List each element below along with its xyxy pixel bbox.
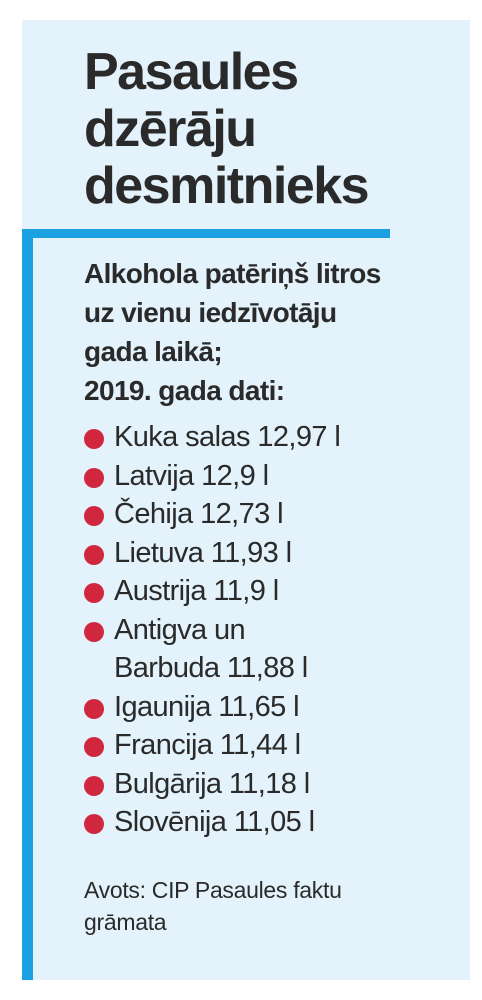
list-item-text: Antigva un: [114, 613, 246, 646]
list-item-text: Bulgārija 11,18 l: [114, 767, 310, 800]
accent-bar-vertical: [22, 229, 33, 980]
list-item: Lietuva 11,93 l: [84, 534, 340, 573]
list-item: Kuka salas 12,97 l: [84, 418, 341, 457]
list-item: Igaunija 11,65 l: [84, 688, 340, 727]
subtitle: Alkohola patēriņš litros uz vienu iedzīv…: [84, 254, 381, 410]
headline: Pasaules dzērāju desmitnieks: [84, 43, 370, 215]
source-line-1: Avots: CIP Pasaules faktu: [84, 877, 342, 903]
list-item-text: Slovēnija 11,05 l: [114, 806, 315, 838]
list-item: Francija 11,44 l: [84, 726, 340, 765]
list-item: Čehija 12,73 l: [84, 495, 340, 534]
bullet-dot-icon: [84, 544, 104, 565]
list-item: Bulgārija 11,18 l: [84, 765, 340, 804]
subtitle-line-2: uz vienu iedzīvotāju: [84, 297, 337, 328]
headline-line-1: Pasaules: [84, 43, 299, 101]
bullet-dot-icon: [84, 429, 104, 449]
source-note: Avots: CIP Pasaules faktu grāmata: [84, 874, 342, 938]
list-item: Austrija 11,9 l: [84, 572, 340, 611]
list-item: Antigva un Barbuda 11,88 l: [84, 611, 340, 688]
list-item: Latvija 12,9 l: [84, 457, 340, 496]
ranking-list: Kuka salas 12,97 l Latvija 12,9 l Čehija…: [84, 418, 341, 842]
bullet-dot-icon: [84, 506, 104, 526]
headline-line-2: dzērāju: [84, 100, 257, 158]
bullet-dot-icon: [84, 814, 104, 834]
list-item-text: Kuka salas 12,97 l: [114, 421, 341, 453]
bullet-dot-icon: [84, 775, 104, 796]
bullet-dot-icon: [84, 698, 104, 719]
bullet-dot-icon: [84, 621, 104, 642]
list-item-text: Francija 11,44 l: [114, 729, 301, 761]
list-item-text: Lietuva 11,93 l: [114, 536, 292, 569]
list-item-text-continued: Barbuda 11,88 l: [114, 652, 308, 684]
headline-line-3: desmitnieks: [84, 157, 370, 215]
list-item: Slovēnija 11,05 l: [84, 803, 340, 842]
bullet-dot-icon: [84, 467, 104, 488]
bullet-dot-icon: [84, 737, 104, 757]
list-item-text: Igaunija 11,65 l: [114, 690, 300, 723]
bullet-dot-icon: [84, 583, 104, 603]
list-item-text: Latvija 12,9 l: [114, 459, 269, 492]
list-item-text: Čehija 12,73 l: [114, 498, 284, 530]
source-line-2: grāmata: [84, 909, 167, 935]
subtitle-line-4: 2019. gada dati:: [84, 375, 285, 406]
subtitle-line-1: Alkohola patēriņš litros: [84, 258, 381, 289]
subtitle-line-3: gada laikā;: [84, 336, 223, 367]
list-item-text: Austrija 11,9 l: [114, 575, 279, 607]
accent-bar-horizontal: [22, 229, 390, 238]
